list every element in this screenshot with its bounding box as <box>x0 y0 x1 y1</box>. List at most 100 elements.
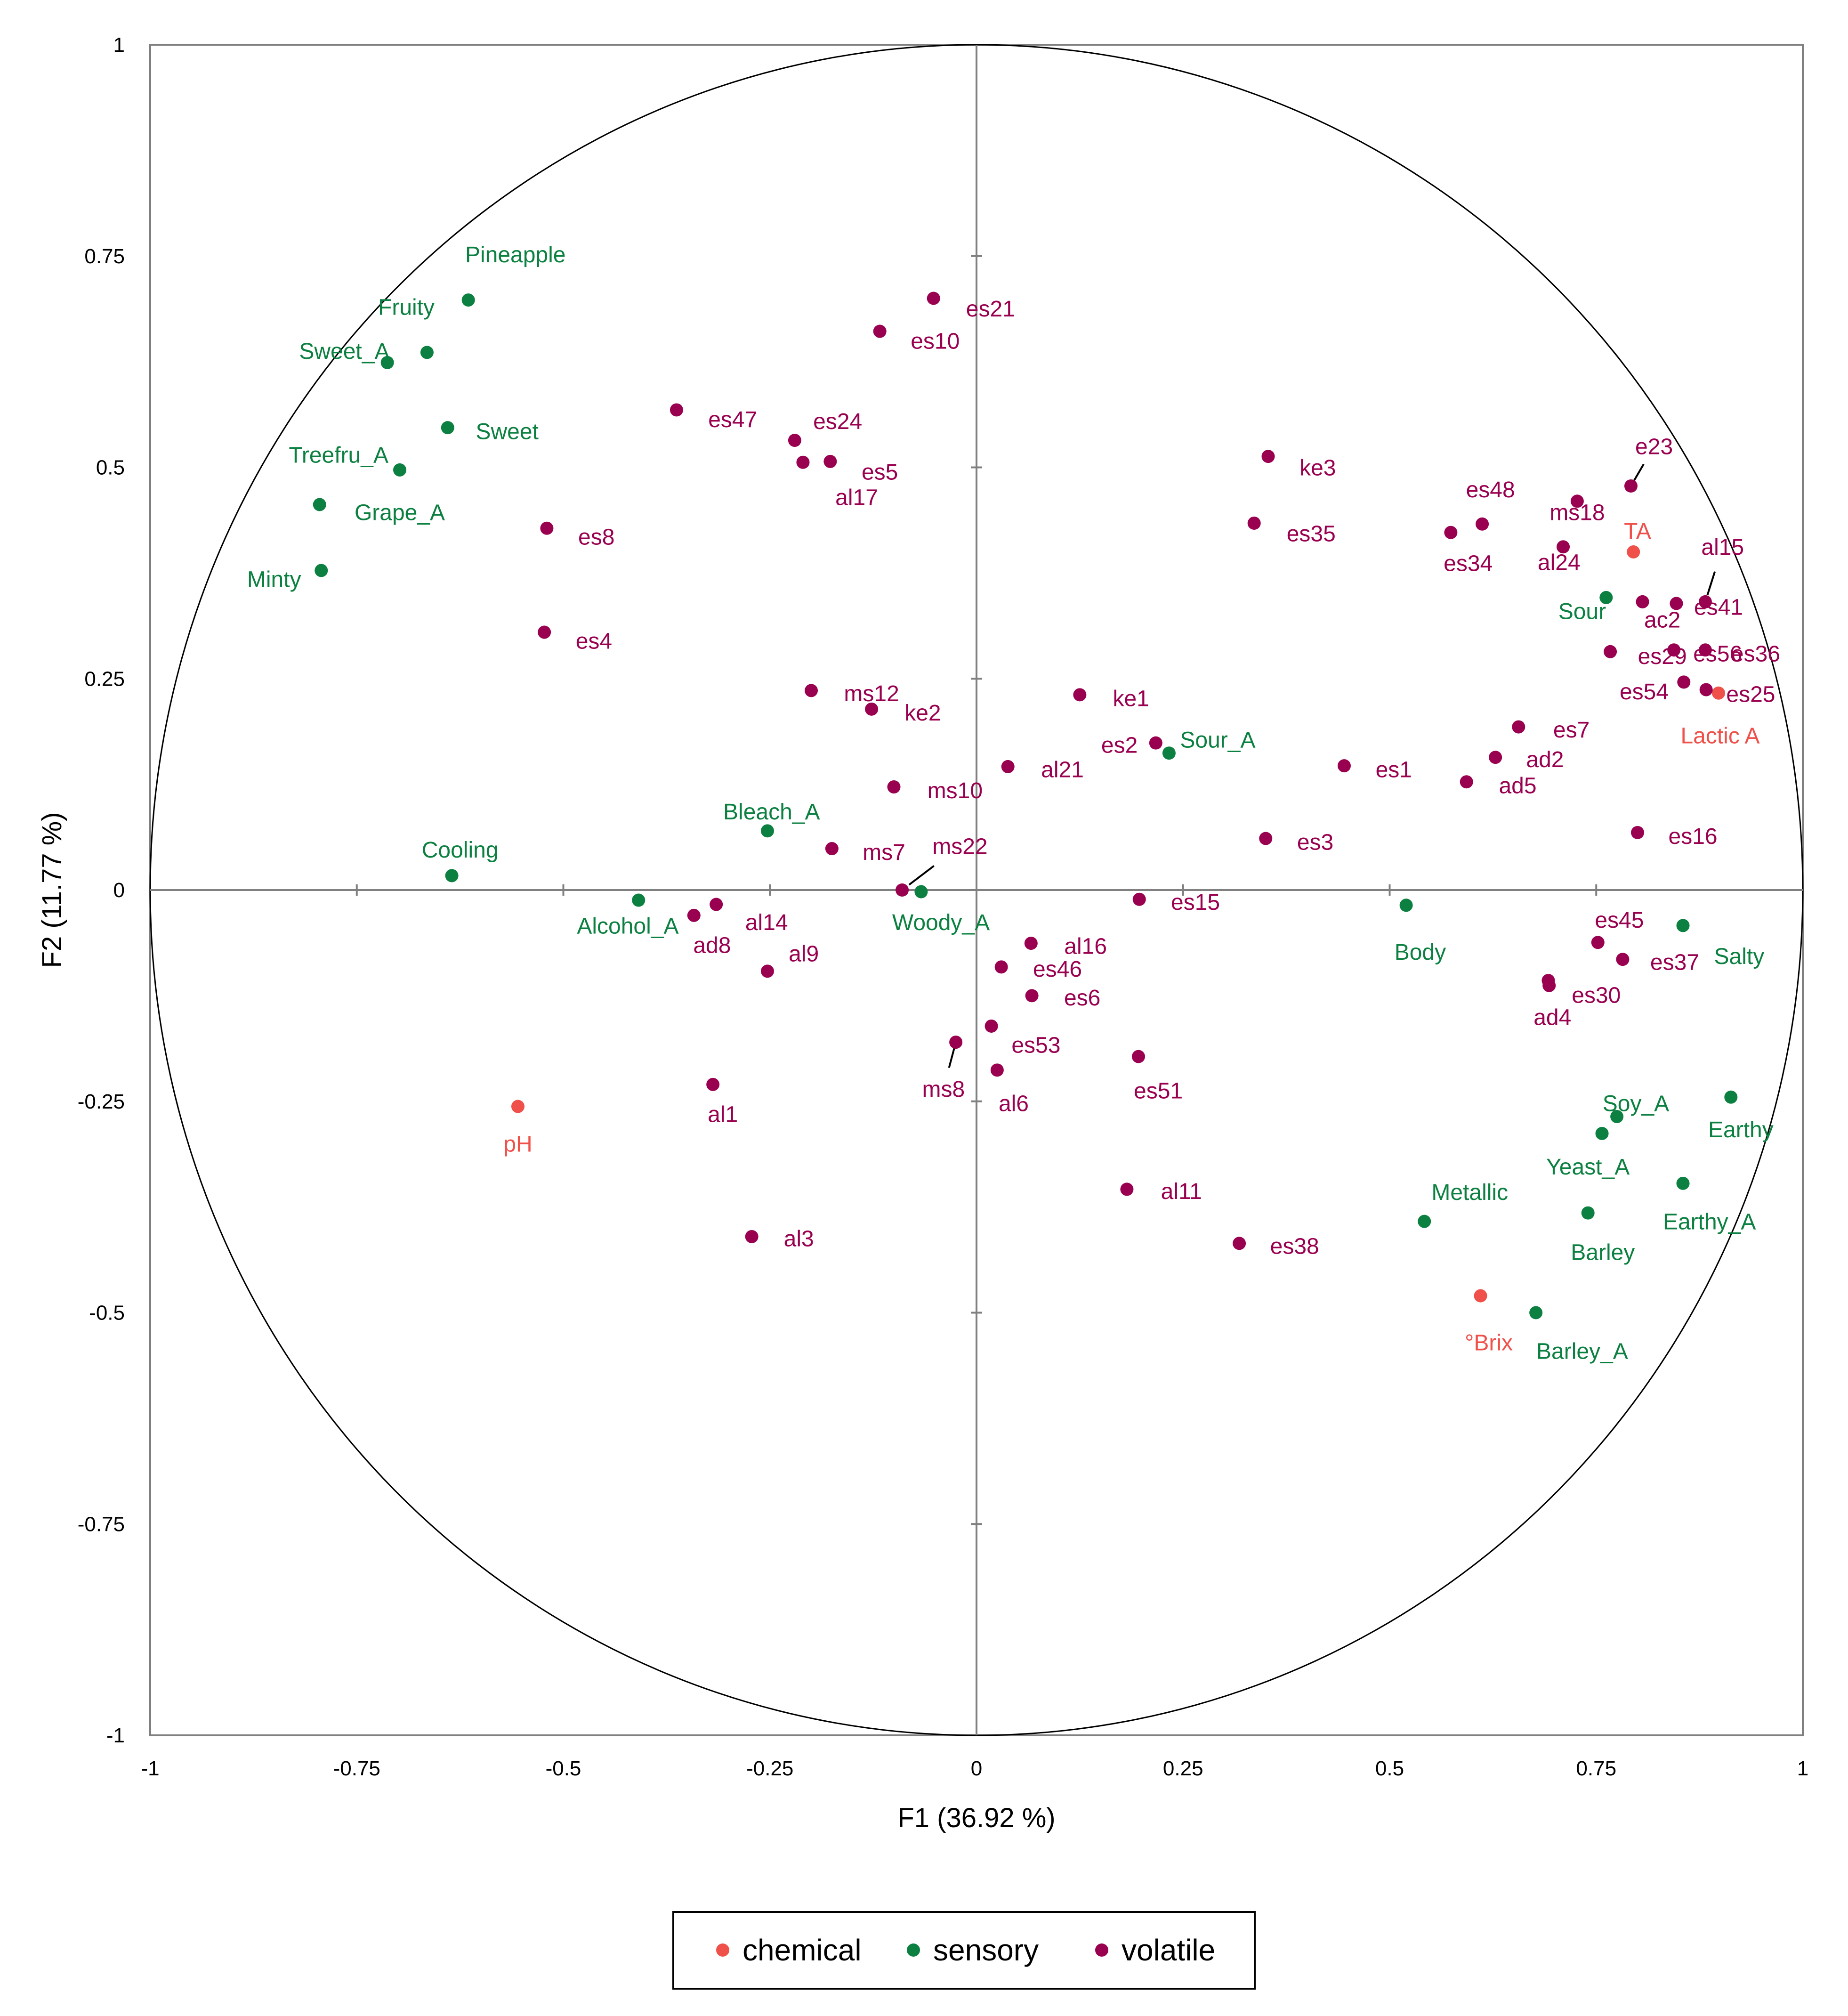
label-es38: es38 <box>1270 1234 1319 1259</box>
point-sensory-pineapple <box>461 293 475 307</box>
point-sensory-barley <box>1581 1206 1595 1220</box>
label-es34: es34 <box>1444 551 1493 576</box>
point-sensory-earthy-a <box>1676 1176 1690 1190</box>
label-al16: al16 <box>1064 934 1107 959</box>
point-sensory-sour <box>1599 591 1613 604</box>
label-minty: Minty <box>247 567 301 592</box>
label-earthy-a: Earthy_A <box>1663 1210 1756 1235</box>
x-axis-title: F1 (36.92 %) <box>897 1803 1055 1833</box>
point-volatile-es7 <box>1512 720 1525 734</box>
point-volatile-es34 <box>1444 526 1458 539</box>
point-volatile-al11 <box>1120 1182 1134 1196</box>
label-es37: es37 <box>1650 950 1699 975</box>
label-al21: al21 <box>1041 757 1084 782</box>
label-salty: Salty <box>1714 944 1765 969</box>
label-al1: al1 <box>708 1102 738 1127</box>
x-tick-label: 0.25 <box>1163 1757 1203 1780</box>
label-ke2: ke2 <box>904 701 941 726</box>
point-sensory-metallic <box>1418 1214 1431 1228</box>
label-alcohol-a: Alcohol_A <box>577 914 678 939</box>
label-ph: pH <box>503 1132 532 1157</box>
point-volatile-es41 <box>1670 597 1683 610</box>
point-volatile-es21 <box>927 291 940 305</box>
point-volatile-ms10 <box>887 780 901 794</box>
point-volatile-es4 <box>538 625 551 639</box>
point-volatile-ke2 <box>865 702 879 716</box>
label-earthy: Earthy <box>1708 1117 1774 1142</box>
point-volatile-ke1 <box>1073 688 1087 702</box>
point-volatile-es5 <box>823 454 837 468</box>
point-volatile-es29 <box>1604 645 1617 658</box>
label-treefru-a: Treefru_A <box>289 443 388 468</box>
x-tick-label: -0.25 <box>746 1757 793 1780</box>
y-tick-label: -0.5 <box>89 1302 125 1325</box>
y-tick-label: -0.25 <box>78 1090 125 1113</box>
label-es56: es56 <box>1693 641 1742 666</box>
point-volatile-es25 <box>1699 683 1713 696</box>
label-ke3: ke3 <box>1299 456 1336 481</box>
point-volatile-es16 <box>1631 826 1644 839</box>
label-ad5: ad5 <box>1499 773 1536 798</box>
label-es21: es21 <box>966 297 1015 322</box>
point-sensory-barley-a <box>1529 1306 1543 1320</box>
legend-label-chemical: chemical <box>742 1933 862 1967</box>
point-volatile-es56 <box>1667 643 1681 657</box>
label-lactic-a: Lactic A <box>1680 724 1759 749</box>
label-es41: es41 <box>1694 595 1743 620</box>
data-points <box>313 291 1738 1320</box>
label-es54: es54 <box>1620 680 1669 704</box>
label-es35: es35 <box>1287 522 1336 547</box>
leader-lines <box>908 463 1716 1068</box>
point-volatile-es38 <box>1233 1237 1246 1250</box>
point-labels: TA Lactic A pH °Brix Pineapple Fruity Sweet_A S… <box>247 243 1780 1364</box>
x-tick-label: 0.75 <box>1576 1757 1616 1780</box>
label-grape-a: Grape_A <box>355 501 445 526</box>
label-es30: es30 <box>1572 983 1621 1008</box>
label-es8: es8 <box>578 525 614 550</box>
point-volatile-es47 <box>670 403 683 417</box>
point-chemical-ta <box>1627 545 1640 559</box>
legend-label-volatile: volatile <box>1122 1933 1215 1967</box>
point-volatile-es37 <box>1616 953 1630 966</box>
y-tick-label: -1 <box>106 1724 125 1747</box>
point-sensory-treefru-a <box>393 463 407 477</box>
point-sensory-minty <box>315 564 328 577</box>
label-al6: al6 <box>999 1091 1029 1116</box>
label-es36: es36 <box>1731 641 1780 666</box>
label-al3: al3 <box>784 1227 814 1252</box>
point-volatile-es2 <box>1149 736 1162 750</box>
label-woody-a: Woody_A <box>892 910 990 935</box>
legend: chemical sensory volatile <box>672 1911 1256 1990</box>
leader-line-ms8 <box>948 1047 955 1068</box>
x-tick-label: -0.75 <box>333 1757 380 1780</box>
point-chemical--brix <box>1474 1289 1487 1303</box>
label-barley: Barley <box>1571 1240 1635 1265</box>
label-es48: es48 <box>1466 478 1515 502</box>
point-chemical-ph <box>511 1100 525 1113</box>
point-volatile-al17 <box>796 455 810 469</box>
x-tick-label: -1 <box>141 1757 159 1780</box>
x-tick-label: -0.5 <box>546 1757 581 1780</box>
point-volatile-ad4 <box>1542 979 1556 992</box>
legend-label-sensory: sensory <box>933 1933 1039 1967</box>
label-es51: es51 <box>1134 1078 1183 1103</box>
point-volatile-ms22 <box>896 883 909 897</box>
point-volatile-es48 <box>1476 517 1489 531</box>
point-volatile-al3 <box>745 1230 759 1243</box>
point-volatile-es3 <box>1259 832 1273 845</box>
y-axis-title: F2 (11.77 %) <box>37 812 67 968</box>
point-volatile-es10 <box>873 324 887 338</box>
point-sensory-soy-a <box>1610 1110 1624 1124</box>
label-es5: es5 <box>862 460 898 485</box>
point-volatile-al21 <box>1001 760 1015 773</box>
point-volatile-al1 <box>706 1077 720 1091</box>
point-volatile-ad8 <box>687 908 701 922</box>
label-es6: es6 <box>1064 986 1100 1011</box>
label-bleach-a: Bleach_A <box>723 800 820 825</box>
point-sensory-sweet <box>441 421 454 435</box>
point-volatile-al16 <box>1024 937 1038 950</box>
point-volatile-ms18 <box>1570 494 1584 508</box>
y-tick-label: 0.25 <box>84 667 125 690</box>
point-sensory-bleach-a <box>760 824 774 838</box>
label-es46: es46 <box>1033 957 1082 982</box>
